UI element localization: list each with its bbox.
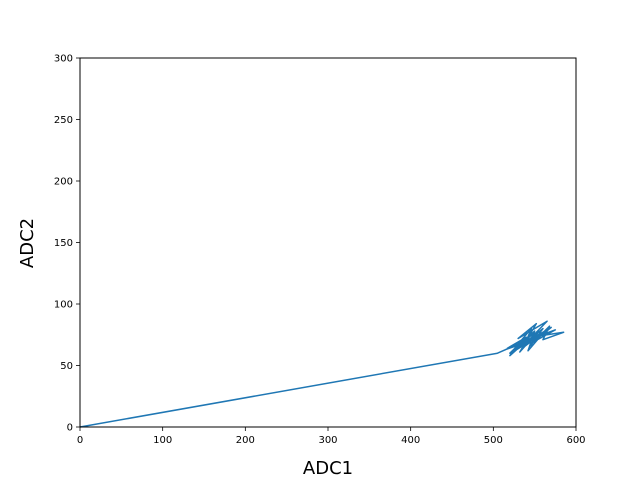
y-tick-label: 200: [54, 177, 73, 188]
y-tick-label: 0: [67, 423, 73, 434]
x-tick-label: 100: [153, 435, 172, 446]
y-axis-ticks: 0 50 100 150 200 250 300: [54, 54, 80, 434]
plot-background: [80, 58, 576, 427]
x-tick-label: 200: [236, 435, 255, 446]
y-tick-label: 50: [60, 361, 73, 372]
x-tick-label: 500: [484, 435, 503, 446]
x-tick-label: 300: [318, 435, 337, 446]
y-tick-label: 100: [54, 300, 73, 311]
y-tick-label: 250: [54, 115, 73, 126]
y-tick-label: 150: [54, 238, 73, 249]
y-axis-label: ADC2: [17, 218, 38, 268]
x-tick-label: 0: [77, 435, 83, 446]
x-tick-label: 600: [566, 435, 585, 446]
x-axis-label: ADC1: [303, 458, 353, 479]
x-axis-ticks: 0 100 200 300 400 500 600: [77, 427, 586, 446]
series-layer: [79, 320, 565, 428]
y-tick-label: 300: [54, 54, 73, 65]
series-line-0: [79, 320, 565, 428]
x-tick-label: 400: [401, 435, 420, 446]
